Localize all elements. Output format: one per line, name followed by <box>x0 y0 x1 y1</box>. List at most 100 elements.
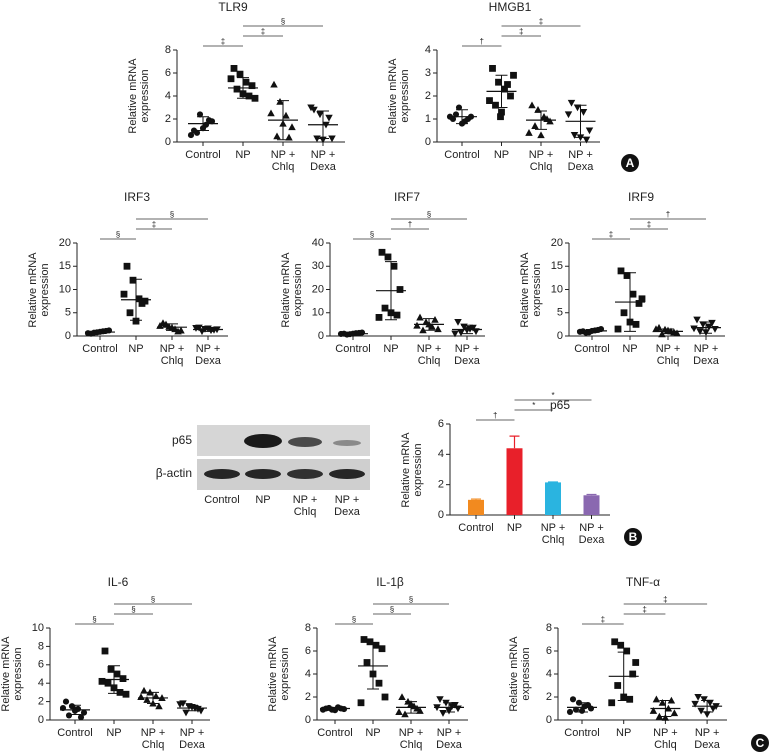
data-point <box>626 695 634 703</box>
x-tick-label: NP <box>506 522 523 534</box>
data-point <box>378 248 386 256</box>
y-tick-label: 0 <box>318 330 324 342</box>
data-point <box>319 706 327 713</box>
x-tick-label: NP + Chlq <box>528 149 554 173</box>
data-point <box>316 111 324 119</box>
y-tick-label: 3 <box>425 67 431 79</box>
y-tick-label: 10 <box>551 283 563 295</box>
significance-label: § <box>352 615 356 624</box>
data-point <box>210 326 218 334</box>
sd-whisker <box>108 665 120 694</box>
chart-title: IL-6 <box>108 575 129 589</box>
sd-whisker <box>535 110 547 130</box>
data-point <box>77 714 85 721</box>
y-tick-label: 10 <box>312 307 324 319</box>
significance-label: ‡ <box>152 220 156 229</box>
data-point <box>251 94 259 102</box>
data-point <box>120 290 128 298</box>
sd-whisker <box>624 272 636 332</box>
data-point <box>401 710 409 718</box>
data-point <box>396 286 404 293</box>
bar <box>545 482 561 515</box>
data-point <box>135 295 143 303</box>
data-point <box>116 689 124 696</box>
x-tick-label: Control <box>82 343 118 355</box>
data-point <box>632 659 640 666</box>
y-tick-label: 0 <box>38 714 44 726</box>
data-point <box>132 317 140 325</box>
data-point <box>413 704 421 712</box>
blot-row-label: β-actin <box>156 466 192 480</box>
data-point <box>285 133 293 141</box>
x-tick-label: Control <box>57 727 93 739</box>
panel-label: A <box>626 156 635 170</box>
data-point <box>325 114 333 122</box>
y-tick-label: 2 <box>38 696 44 708</box>
x-tick-label: NP + Dexa <box>693 343 719 367</box>
sd-whisker <box>277 100 289 141</box>
x-tick-label: NP <box>383 343 399 355</box>
error-bar <box>586 493 597 496</box>
data-point <box>196 111 204 118</box>
data-point <box>363 659 371 666</box>
x-tick-label: NP <box>106 727 122 739</box>
data-point <box>119 675 127 682</box>
data-point <box>638 295 646 303</box>
y-tick-label: 20 <box>312 283 324 295</box>
sd-whisker <box>586 328 598 333</box>
sd-whisker <box>94 330 106 334</box>
significance-label: ‡ <box>221 37 225 46</box>
blot-lane-label: Control <box>204 494 240 506</box>
significance-label: ‡ <box>601 615 605 624</box>
y-tick-label: 20 <box>551 237 563 249</box>
chart-title: IRF7 <box>394 190 420 204</box>
blot-band <box>333 440 361 446</box>
data-point <box>273 132 281 140</box>
x-tick-label: Control <box>317 727 353 739</box>
data-point <box>576 328 584 335</box>
data-point <box>307 104 315 112</box>
sd-whisker <box>700 321 712 334</box>
data-point <box>501 85 508 93</box>
data-point <box>611 638 619 646</box>
data-point <box>267 109 275 117</box>
y-tick-label: 0 <box>546 714 552 726</box>
y-axis-label: Relative mRNA expression <box>0 636 24 712</box>
blot-lane-label: NP + Chlq <box>292 494 318 518</box>
bar <box>468 499 484 515</box>
sd-whisker <box>385 261 397 321</box>
significance-label: ‡ <box>642 605 646 614</box>
data-point <box>454 318 462 326</box>
x-tick-label: NP + Chlq <box>159 343 185 367</box>
data-point <box>375 679 383 687</box>
y-axis-label: Relative mRNA expression <box>387 58 411 134</box>
data-point <box>489 65 496 72</box>
x-tick-label: NP + Dexa <box>179 727 205 751</box>
data-point <box>375 314 383 321</box>
significance-label: § <box>151 595 155 604</box>
significance-label: § <box>409 595 413 604</box>
significance-label: ‡ <box>647 220 651 229</box>
data-point <box>567 99 576 107</box>
y-tick-label: 0 <box>425 136 431 148</box>
y-tick-label: 2 <box>165 113 171 125</box>
data-point <box>572 706 580 713</box>
chart-title: p65 <box>550 398 570 412</box>
data-point <box>248 82 256 90</box>
data-point <box>434 325 442 333</box>
sd-whisker <box>495 74 508 108</box>
data-point <box>697 707 705 715</box>
data-point <box>608 699 616 707</box>
data-point <box>138 300 146 307</box>
significance-label: ‡ <box>539 17 543 26</box>
sd-whisker <box>202 327 214 332</box>
sd-whisker <box>347 332 359 336</box>
x-tick-label: NP + Chlq <box>398 727 424 751</box>
data-point <box>68 703 76 710</box>
data-point <box>395 708 403 716</box>
x-tick-label: Control <box>458 522 494 534</box>
significance-label: ‡ <box>261 27 265 36</box>
y-tick-label: 8 <box>546 622 552 634</box>
